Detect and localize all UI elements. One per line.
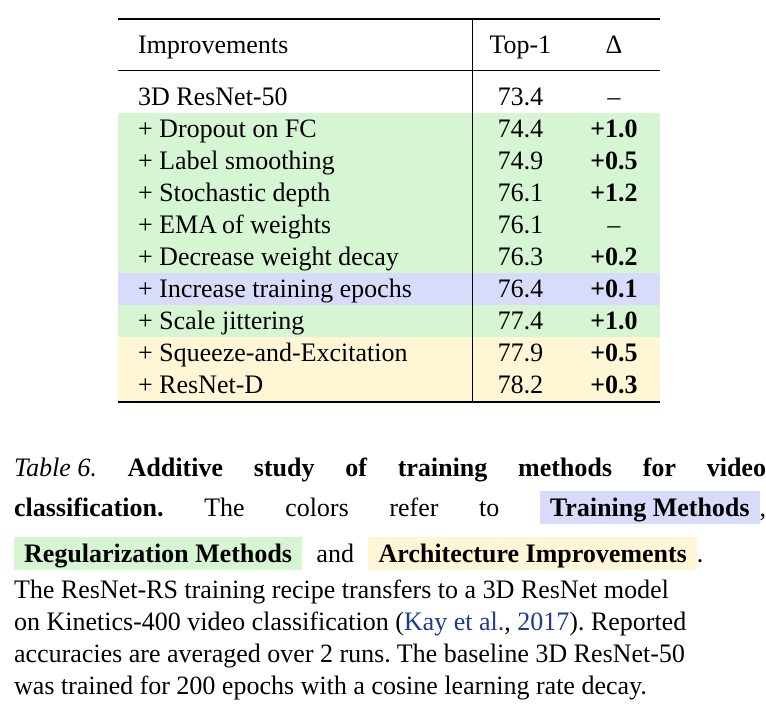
row-top1: 76.1 — [497, 178, 544, 207]
row-top1: 76.1 — [497, 210, 544, 239]
row-label: + Squeeze-and-Excitation — [118, 337, 473, 369]
caption-title-word: study — [253, 453, 315, 482]
table-caption: Table 6. Additive study of training meth… — [14, 448, 766, 702]
caption-title-word: training — [397, 453, 488, 482]
caption-line-5-pre: on Kinetics-400 video classification ( — [14, 607, 404, 636]
caption-line-1: Table 6. Additive study of training meth… — [14, 448, 766, 488]
caption-comma: , — [759, 493, 766, 522]
row-label: + Label smoothing — [118, 145, 473, 177]
row-label: + Decrease weight decay — [118, 241, 473, 273]
legend-training-wrap: Training Methods, — [539, 488, 766, 528]
caption-line-2: classification. The colors refer to Trai… — [14, 488, 766, 528]
row-delta: +1.2 — [590, 178, 638, 207]
caption-line-7: was trained for 200 epochs with a cosine… — [14, 671, 647, 700]
row-top1: 74.4 — [497, 114, 544, 143]
caption-word: to — [479, 493, 500, 522]
caption-line-3: Regularization Methods and Architecture … — [14, 534, 766, 574]
row-delta: +0.1 — [590, 274, 638, 303]
caption-label: Table 6. — [14, 453, 97, 482]
row-top1: 74.9 — [497, 146, 544, 175]
row-top1: 76.3 — [497, 242, 544, 271]
table-row: + Dropout on FC 74.4 +1.0 — [118, 113, 660, 145]
row-delta: +0.5 — [590, 338, 638, 367]
caption-title-word: for — [642, 453, 676, 482]
row-delta: +1.0 — [590, 114, 638, 143]
caption-word: colors — [285, 493, 349, 522]
results-table: Improvements Top-1 Δ 3D ResNet-50 73.4– + … — [118, 18, 660, 403]
row-label: 3D ResNet-50 — [118, 70, 473, 113]
table-header-row: Improvements Top-1 Δ — [118, 19, 660, 71]
row-delta: – — [567, 70, 660, 113]
table-row: + Scale jittering 77.4 +1.0 — [118, 305, 660, 337]
row-top1: 77.9 — [497, 338, 544, 367]
header-improvements: Improvements — [118, 19, 473, 71]
row-delta: – — [607, 210, 621, 239]
table-row: + Decrease weight decay 76.3 +0.2 — [118, 241, 660, 273]
caption-title-word: of — [345, 453, 367, 482]
header-top1: Top-1 — [472, 19, 568, 71]
caption-and: and — [316, 539, 354, 568]
row-top1: 73.4 — [472, 70, 568, 113]
citation-authors[interactable]: Kay et al. — [403, 607, 505, 636]
row-label: + EMA of weights — [118, 209, 473, 241]
caption-line-5: on Kinetics-400 video classification (Ka… — [14, 606, 766, 638]
row-label: + Dropout on FC — [118, 113, 473, 145]
row-label: + Increase training epochs — [118, 273, 473, 305]
table-row: + Squeeze-and-Excitation 77.9 +0.5 — [118, 337, 660, 369]
citation-separator: , — [504, 607, 518, 636]
row-label: + Stochastic depth — [118, 177, 473, 209]
header-delta: Δ — [567, 19, 660, 71]
row-label: + Scale jittering — [118, 305, 473, 337]
caption-title-word: video — [706, 453, 766, 482]
legend-architecture-improvements: Architecture Improvements — [368, 537, 697, 570]
caption-line-5-post: ). Reported — [569, 607, 687, 636]
caption-word: The — [204, 493, 245, 522]
row-delta: +0.5 — [590, 146, 638, 175]
row-top1: 77.4 — [497, 306, 544, 335]
legend-training-methods: Training Methods — [539, 491, 760, 524]
caption-line-6: accuracies are averaged over 2 runs. The… — [14, 639, 685, 668]
table-row: + Increase training epochs 76.4 +0.1 — [118, 273, 660, 305]
caption-word: refer — [389, 493, 439, 522]
table-row: + ResNet-D 78.2 +0.3 — [118, 369, 660, 402]
caption-period: . — [696, 539, 704, 568]
caption-title-part2: classification. — [14, 493, 164, 522]
table-body: 3D ResNet-50 73.4– + Dropout on FC 74.4 +1.0… — [118, 70, 660, 402]
caption-title-word: Additive — [127, 453, 223, 482]
results-table-container: Improvements Top-1 Δ 3D ResNet-50 73.4– + … — [118, 18, 660, 403]
legend-regularization-methods: Regularization Methods — [14, 537, 302, 570]
row-top1: 78.2 — [497, 370, 544, 399]
row-delta: +0.3 — [590, 370, 638, 399]
table-row: + Label smoothing 74.9 +0.5 — [118, 145, 660, 177]
table-row: + Stochastic depth 76.1 +1.2 — [118, 177, 660, 209]
caption-line-4: The ResNet-RS training recipe transfers … — [14, 575, 669, 604]
citation-year[interactable]: 2017 — [517, 607, 570, 636]
row-delta: +0.2 — [590, 242, 638, 271]
row-top1: 76.4 — [497, 274, 544, 303]
table-row: + EMA of weights 76.1 – — [118, 209, 660, 241]
caption-title-word: methods — [518, 453, 612, 482]
row-delta: +1.0 — [590, 306, 638, 335]
row-label: + ResNet-D — [118, 369, 473, 402]
table-row: 3D ResNet-50 73.4– — [118, 70, 660, 113]
